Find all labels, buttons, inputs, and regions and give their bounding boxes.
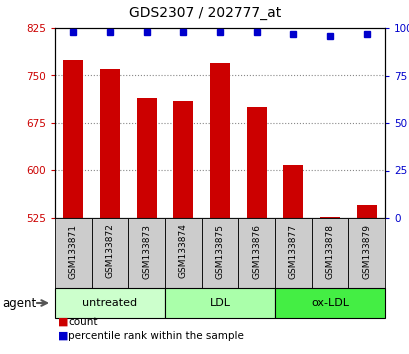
Text: GSM133873: GSM133873 [142,224,151,279]
Bar [209,63,229,218]
Text: count: count [68,317,97,327]
Bar [238,218,274,288]
Bar [274,218,311,288]
Text: GDS2307 / 202777_at: GDS2307 / 202777_at [128,6,281,20]
Text: GSM133874: GSM133874 [178,224,187,279]
Text: LDL: LDL [209,298,230,308]
Bar [173,101,193,218]
Bar [63,60,83,218]
Text: ox-LDL: ox-LDL [310,298,348,308]
Text: GSM133872: GSM133872 [105,224,114,279]
Bar [274,288,384,318]
Text: ■: ■ [58,317,68,327]
Bar [356,205,376,218]
Text: GSM133876: GSM133876 [252,224,261,279]
Text: agent: agent [2,297,36,309]
Text: GSM133878: GSM133878 [325,224,334,279]
Text: GSM133879: GSM133879 [361,224,370,279]
Bar [55,288,164,318]
Text: GSM133875: GSM133875 [215,224,224,279]
Bar [55,218,92,288]
Bar [136,98,156,218]
Text: untreated: untreated [82,298,137,308]
Bar [92,218,128,288]
Bar [311,218,348,288]
Bar [100,69,120,218]
Bar [201,218,238,288]
Bar [283,165,303,218]
Bar [128,218,164,288]
Bar [246,107,266,218]
Bar [164,218,201,288]
Text: GSM133877: GSM133877 [288,224,297,279]
Bar [348,218,384,288]
Bar [164,288,274,318]
Bar [319,217,339,218]
Text: percentile rank within the sample: percentile rank within the sample [68,331,243,341]
Text: GSM133871: GSM133871 [69,224,78,279]
Text: ■: ■ [58,331,68,341]
